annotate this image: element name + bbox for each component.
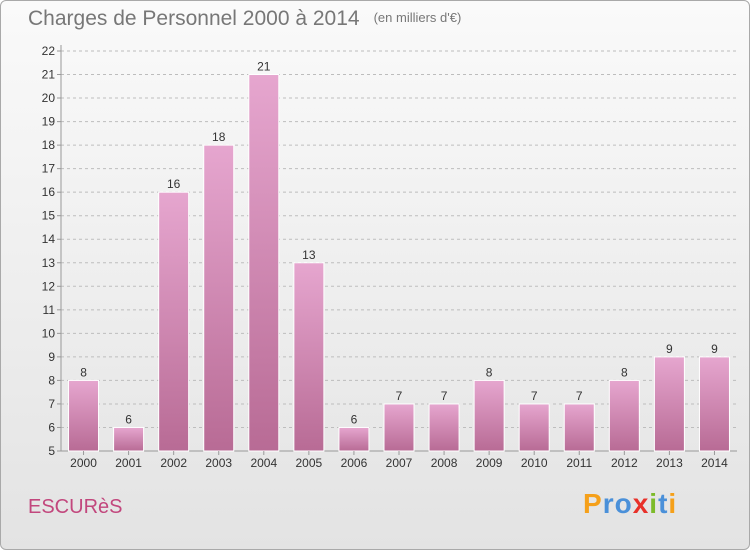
y-tick-label: 6 xyxy=(48,420,55,434)
bar-value-label: 21 xyxy=(257,60,271,74)
bar-value-label: 16 xyxy=(167,177,181,191)
x-tick-label: 2002 xyxy=(160,456,187,470)
logo-letter: i xyxy=(668,488,678,519)
x-tick-label: 2003 xyxy=(205,456,232,470)
y-tick-label: 21 xyxy=(42,68,56,82)
bar-value-label: 18 xyxy=(212,130,226,144)
y-tick-label: 16 xyxy=(42,185,56,199)
bar-value-label: 7 xyxy=(441,389,448,403)
logo-letter: o xyxy=(614,488,633,519)
y-tick-label: 10 xyxy=(42,326,56,340)
y-tick-label: 19 xyxy=(42,115,56,129)
bar-value-label: 9 xyxy=(666,342,673,356)
logo-letter: i xyxy=(649,488,659,519)
bar xyxy=(383,403,415,452)
y-tick-label: 5 xyxy=(48,444,55,458)
bar xyxy=(608,379,640,452)
place-name: ESCURèS xyxy=(28,496,123,518)
bar xyxy=(68,379,100,452)
bar-value-label: 7 xyxy=(531,389,538,403)
bar-value-label: 7 xyxy=(396,389,403,403)
x-tick-label: 2011 xyxy=(566,456,592,470)
x-tick-label: 2014 xyxy=(701,456,728,470)
y-tick-label: 14 xyxy=(42,232,56,246)
x-tick-label: 2013 xyxy=(656,456,683,470)
bar xyxy=(653,356,685,452)
y-tick-label: 7 xyxy=(48,397,55,411)
y-tick-label: 9 xyxy=(48,350,55,364)
x-tick-label: 2006 xyxy=(341,456,368,470)
y-tick-label: 17 xyxy=(42,162,56,176)
y-tick-label: 20 xyxy=(42,91,56,105)
logo-letter: t xyxy=(658,488,669,519)
bar xyxy=(428,403,460,452)
bar xyxy=(698,356,730,452)
bar-value-label: 9 xyxy=(711,342,718,356)
bar xyxy=(203,144,235,452)
bar xyxy=(473,379,505,452)
proxiti-logo: Proxiti xyxy=(583,488,677,520)
x-tick-label: 2005 xyxy=(296,456,323,470)
x-tick-label: 2008 xyxy=(431,456,458,470)
bar-value-label: 8 xyxy=(486,365,493,379)
chart-title: Charges de Personnel 2000 à 2014 (en mill… xyxy=(28,7,461,31)
x-tick-label: 2004 xyxy=(250,456,277,470)
bar xyxy=(563,403,595,452)
logo-letter: P xyxy=(583,488,603,519)
x-tick-label: 2001 xyxy=(115,456,142,470)
bar xyxy=(248,74,280,452)
x-tick-label: 2000 xyxy=(70,456,97,470)
bar-value-label: 6 xyxy=(351,412,358,426)
y-tick-label: 12 xyxy=(42,279,56,293)
x-tick-label: 2007 xyxy=(386,456,413,470)
chart-title-text: Charges de Personnel 2000 à 2014 xyxy=(28,7,360,30)
y-tick-label: 15 xyxy=(42,209,56,223)
bar xyxy=(518,403,550,452)
y-tick-label: 18 xyxy=(42,138,56,152)
bar-value-label: 6 xyxy=(125,412,132,426)
y-tick-label: 8 xyxy=(48,373,55,387)
bar-value-label: 7 xyxy=(576,389,583,403)
logo-letter: x xyxy=(632,488,650,519)
x-tick-label: 2012 xyxy=(611,456,638,470)
bar-value-label: 8 xyxy=(80,365,87,379)
x-tick-label: 2009 xyxy=(476,456,503,470)
x-tick-label: 2010 xyxy=(521,456,548,470)
bar-value-label: 8 xyxy=(621,365,628,379)
bar xyxy=(338,426,370,452)
bar xyxy=(158,191,190,452)
chart-subtitle: (en milliers d'€) xyxy=(373,10,462,25)
y-tick-label: 22 xyxy=(42,44,56,58)
logo-letter: r xyxy=(602,488,615,519)
bar-value-label: 13 xyxy=(302,248,316,262)
y-tick-label: 13 xyxy=(42,256,56,270)
bar xyxy=(113,426,145,452)
y-tick-label: 11 xyxy=(43,303,56,317)
bar xyxy=(293,262,325,452)
